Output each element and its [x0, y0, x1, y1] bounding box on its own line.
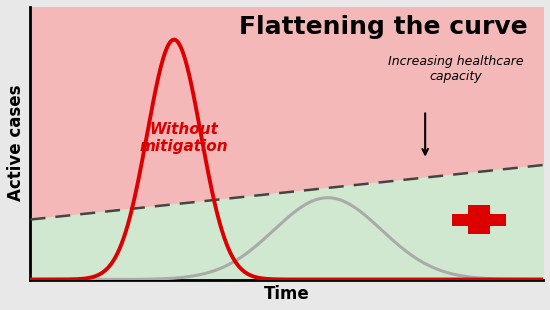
Y-axis label: Active cases: Active cases — [7, 85, 25, 202]
Text: Without
mitigation: Without mitigation — [140, 122, 229, 154]
Text: Increasing healthcare
capacity: Increasing healthcare capacity — [388, 55, 524, 83]
Bar — [452, 214, 505, 226]
Bar — [468, 205, 490, 234]
Text: Flattening the curve: Flattening the curve — [239, 15, 527, 39]
X-axis label: Time: Time — [264, 285, 310, 303]
